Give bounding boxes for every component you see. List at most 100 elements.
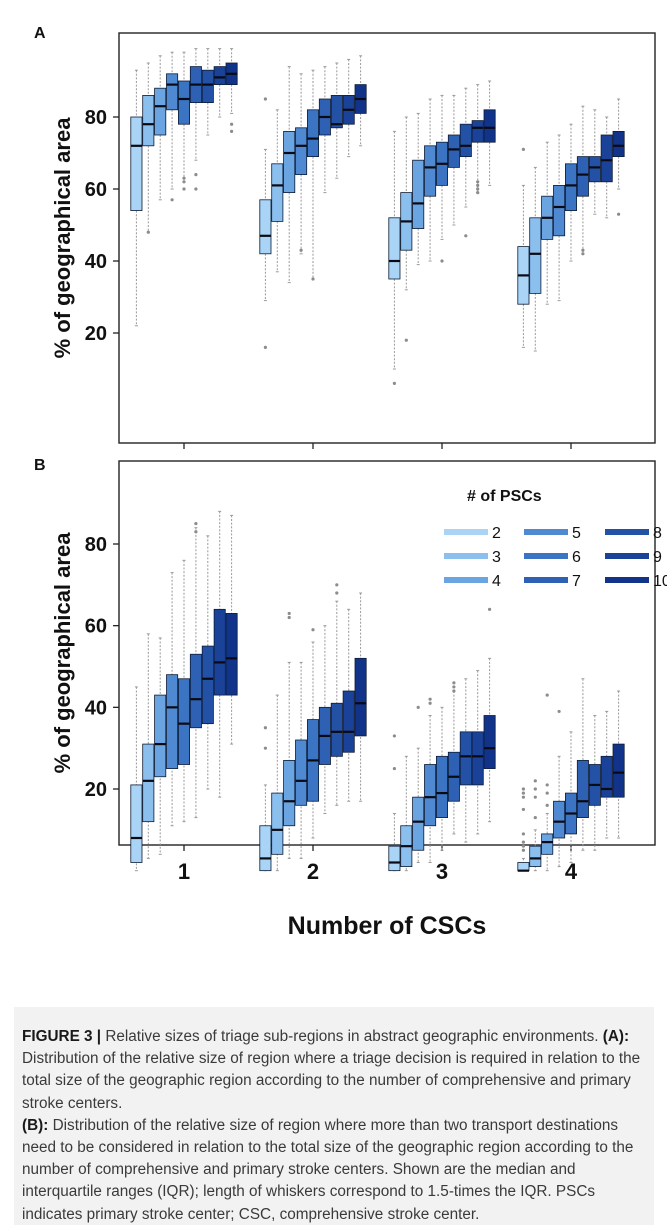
- box-csc1-psc10: [225, 48, 238, 133]
- iqr-box: [177, 80, 190, 125]
- legend-label: 2: [492, 525, 501, 542]
- iqr-box: [306, 109, 319, 158]
- outlier-point: [311, 628, 315, 632]
- legend-swatch: [524, 553, 568, 559]
- box-csc4-psc4: [541, 141, 554, 305]
- iqr-box: [189, 653, 202, 729]
- box-csc3-psc10: [483, 607, 496, 823]
- outlier-point: [335, 583, 339, 587]
- iqr-box: [142, 95, 155, 147]
- iqr-box: [424, 764, 437, 827]
- legend-entry-7: 7: [524, 573, 581, 590]
- outlier-point: [521, 147, 526, 151]
- box-csc4-psc8: [588, 109, 601, 215]
- iqr-box: [565, 163, 578, 212]
- outlier-point: [170, 198, 174, 202]
- legend-swatch: [605, 529, 649, 535]
- iqr-box: [459, 731, 472, 786]
- iqr-box: [295, 127, 308, 176]
- outlier-point: [194, 521, 198, 526]
- box-csc1-psc4: [154, 55, 167, 201]
- outlier-point: [263, 345, 267, 349]
- panel-a-label: A: [34, 25, 46, 42]
- iqr-box: [612, 130, 625, 157]
- box-csc1-psc8: [201, 535, 214, 790]
- box-csc1-psc9: [213, 48, 226, 118]
- panel-b-label: B: [34, 457, 46, 474]
- box-csc2-psc4: [283, 611, 296, 859]
- outlier-point: [533, 815, 537, 820]
- caption-a-label: (A):: [602, 1028, 630, 1045]
- iqr-box: [529, 845, 542, 867]
- y-tick-label-a: 20: [85, 323, 107, 345]
- iqr-box: [259, 825, 272, 872]
- outlier-point: [521, 840, 526, 844]
- y-tick-label-a: 60: [85, 179, 107, 201]
- outlier-point: [194, 187, 198, 191]
- iqr-box: [600, 755, 613, 798]
- box-csc2-psc5: [295, 661, 308, 859]
- caption-box: [14, 1007, 654, 1225]
- caption-b-text: Distribution of the relative size of reg…: [22, 1116, 634, 1223]
- legend-entry-8: 8: [605, 525, 662, 542]
- iqr-box: [271, 163, 284, 222]
- iqr-box: [154, 87, 167, 136]
- legend-entry-4: 4: [444, 573, 501, 590]
- box-csc1-psc5: [166, 572, 179, 827]
- legend-entry-9: 9: [605, 549, 662, 566]
- x-tick-label: 3: [436, 859, 448, 884]
- iqr-box: [142, 743, 155, 823]
- legend-entries: 2 3 4 5 6 7 8 9 10: [444, 525, 667, 590]
- outlier-point: [545, 693, 549, 697]
- box-csc2-psc2: [259, 726, 272, 872]
- iqr-box: [225, 613, 238, 696]
- box-csc4-psc10: [612, 98, 625, 216]
- panel-b-y-ticks: 20 40 60 80: [85, 534, 572, 851]
- y-tick-label-a: 40: [85, 251, 107, 273]
- iqr-box: [412, 796, 425, 851]
- box-csc2-psc10: [354, 592, 367, 802]
- iqr-box: [295, 739, 308, 806]
- outlier-point: [452, 681, 456, 685]
- box-csc4-psc5: [553, 134, 566, 302]
- outlier-point: [428, 701, 432, 705]
- x-tick-label: 1: [178, 859, 190, 884]
- legend-swatch: [524, 577, 568, 583]
- box-csc2-psc3: [271, 694, 284, 872]
- iqr-box: [435, 755, 448, 818]
- outlier-point: [146, 230, 150, 234]
- outlier-point: [392, 381, 396, 385]
- outlier-point: [416, 705, 420, 709]
- box-csc1-psc3: [142, 633, 155, 859]
- box-csc3-psc2: [388, 734, 401, 872]
- box-csc3-psc8: [459, 678, 472, 843]
- y-tick-label-a: 80: [85, 107, 107, 129]
- iqr-box: [283, 760, 296, 827]
- outlier-point: [230, 129, 234, 133]
- box-csc4-psc7: [576, 105, 589, 256]
- legend-label: 5: [572, 525, 581, 542]
- box-csc1-psc8: [201, 48, 214, 136]
- box-csc3-psc9: [471, 84, 484, 195]
- legend-swatch: [444, 553, 488, 559]
- iqr-box: [177, 678, 190, 765]
- box-csc4-psc2: [517, 787, 530, 872]
- box-csc2-psc10: [354, 55, 367, 147]
- box-csc3-psc7: [447, 94, 460, 226]
- panel-a-frame: [118, 32, 656, 444]
- outlier-point: [581, 252, 585, 256]
- outlier-point: [488, 607, 492, 611]
- box-csc3-psc4: [412, 705, 425, 863]
- legend: # of PSCs 2 3 4 5 6 7 8 9 10: [444, 488, 667, 590]
- outlier-point: [521, 791, 526, 795]
- box-csc4-psc9: [600, 116, 613, 219]
- legend-label: 10: [653, 573, 667, 590]
- outlier-point: [392, 734, 396, 738]
- box-csc3-psc5: [424, 98, 437, 262]
- outlier-point: [533, 787, 537, 791]
- legend-entry-5: 5: [524, 525, 581, 542]
- iqr-box: [388, 217, 401, 280]
- box-csc4-psc7: [576, 678, 589, 851]
- iqr-box: [130, 784, 143, 863]
- iqr-box: [517, 862, 530, 872]
